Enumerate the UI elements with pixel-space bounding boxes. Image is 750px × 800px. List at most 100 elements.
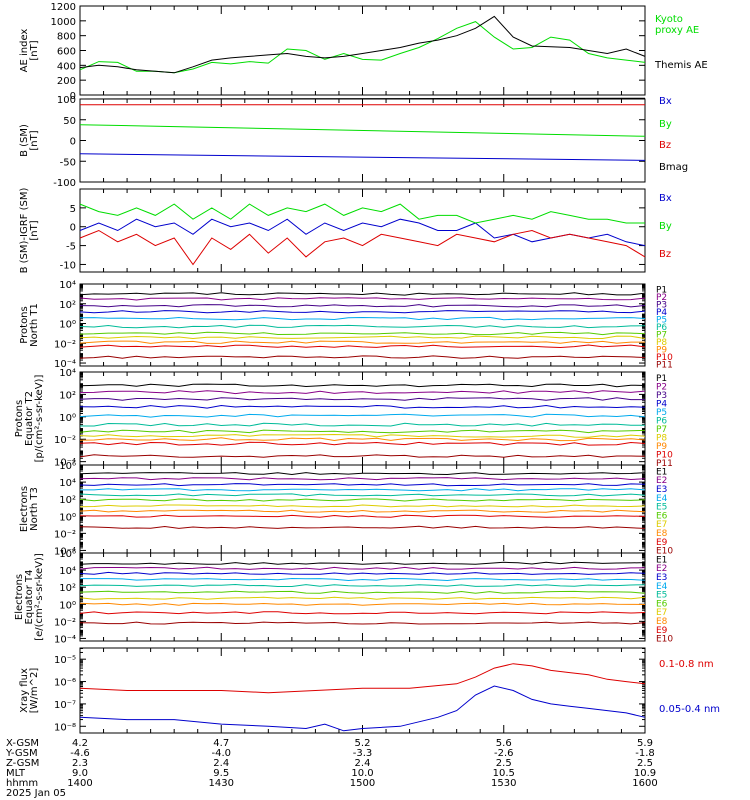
x-axis-row-value: 9.0	[72, 768, 88, 779]
x-axis-row-name: hhmm	[6, 778, 38, 789]
y-tick-label: 10⁻⁴	[54, 359, 76, 370]
y-tick-label: 10⁻⁴	[54, 458, 76, 469]
legend-entry: E7	[656, 608, 667, 618]
x-axis-row-value: 9.5	[213, 768, 229, 779]
x-axis-row-value: 4.2	[72, 738, 88, 749]
y-axis-label: B (SM)[nT]	[19, 124, 40, 157]
legend-entry: Bz	[659, 249, 671, 260]
y-axis-label: AE index[nT]	[19, 29, 40, 73]
x-axis-row-value: 2.5	[496, 758, 512, 769]
legend-entry: E6	[656, 511, 668, 521]
series-line-p8	[79, 335, 646, 340]
y-tick-label: 5	[70, 204, 76, 215]
x-axis-row-value: -3.3	[353, 748, 373, 759]
legend-entry: P3	[656, 301, 667, 311]
series-line-e1	[79, 472, 646, 476]
series-line-e3	[79, 483, 646, 487]
y-tick-label: 10⁻²	[54, 339, 76, 350]
panel-ae: 0 200 400 600 800 1000 1200 AE index[nT] Kyoto pr…	[19, 2, 708, 102]
x-axis-row-name: Y-GSM	[5, 748, 38, 759]
x-axis-row-value: -1.8	[635, 748, 655, 759]
y-tick-label: 10⁰	[59, 320, 76, 331]
y-tick-label: 10⁻⁶	[54, 678, 76, 689]
panel-frame	[79, 283, 646, 367]
legend-entry: 0.05-0.4 nm	[659, 704, 720, 715]
y-tick-label: 10⁻²	[54, 435, 76, 446]
legend-entry: E9	[656, 626, 668, 636]
series-line-themis-ae	[79, 15, 646, 74]
series-line-e9	[79, 514, 646, 518]
y-tick-label: 200	[57, 76, 76, 87]
x-axis-row-value: 5.9	[637, 738, 653, 749]
y-tick-label: -50	[60, 157, 76, 168]
series-line-p6	[79, 324, 646, 329]
y-tick-label: 1200	[51, 2, 76, 13]
y-tick-label: 800	[57, 32, 76, 43]
legend-entry: E6	[656, 599, 668, 609]
panel-frame	[79, 188, 646, 273]
y-tick-label: 10²	[59, 495, 76, 506]
series-line-bz	[79, 229, 646, 266]
y-axis-label: ProtonsEquator T2[p/(cm²-s-sr-keV)]	[14, 375, 45, 463]
series-line-p9	[79, 340, 645, 344]
y-tick-label: 10⁴	[59, 368, 76, 379]
legend-entry: Bx	[659, 193, 672, 204]
legend-entry: E4	[656, 582, 668, 592]
legend-entry: P7	[656, 330, 667, 340]
series-line-p1	[79, 383, 646, 388]
series-line-p2	[79, 297, 646, 301]
series-line-e5	[79, 493, 646, 497]
y-tick-label: 400	[57, 61, 76, 72]
series-line-p2	[79, 390, 646, 395]
series-line-e10	[79, 525, 646, 529]
x-axis-row-value: 2.4	[355, 758, 371, 769]
y-tick-label: 10⁻²	[54, 529, 76, 540]
panel-dbsm: -10 -5 0 5 B (SM)-IGRF (SM)[nT] Bx By Bz	[19, 188, 672, 274]
x-axis-row-value: -4.0	[211, 748, 231, 759]
legend-entry: P8	[656, 338, 667, 348]
series-line-bmag	[79, 97, 646, 100]
series-line-p8	[79, 433, 646, 438]
panel-p_north: 10⁻⁴ 10⁻² 10⁰ 10² 10⁴ ProtonsNorth T1 P1P2P3P4…	[19, 280, 673, 370]
legend-entry: P10	[656, 450, 673, 460]
x-axis-row-name: X-GSM	[6, 738, 39, 749]
x-axis-row-value: 10.5	[493, 768, 515, 779]
legend-entry: P9	[656, 345, 667, 355]
y-tick-label: 10²	[59, 390, 76, 401]
series-line-p1	[79, 292, 646, 296]
series-line-p11	[79, 454, 646, 458]
y-tick-label: 10⁰	[59, 512, 76, 523]
x-axis-row-value: 4.7	[213, 738, 229, 749]
date-label: 2025 Jan 05	[6, 788, 66, 799]
y-tick-label: 50	[63, 116, 76, 127]
y-axis-label: ElectronsEquator T4[e/(cm²-s-sr-keV)]	[14, 553, 45, 641]
series-line-p5	[79, 316, 646, 321]
y-tick-label: 10⁶	[59, 461, 76, 472]
y-tick-label: 600	[57, 47, 76, 58]
y-axis-label: Xray flux[W/m^2]	[19, 668, 40, 714]
series-line-by	[79, 203, 645, 224]
y-tick-label: 10⁻⁴	[54, 634, 76, 645]
panel-e_equator: 10⁻⁴ 10⁻² 10⁰ 10² 10⁴ 10⁶ ElectronsEquator T4[…	[14, 549, 673, 645]
panel-p_equator: 10⁻⁴ 10⁻² 10⁰ 10² 10⁴ ProtonsEquator T2[p/(cm…	[14, 368, 673, 469]
legend-entry: E9	[656, 538, 668, 548]
series-line-e8	[79, 602, 646, 606]
y-tick-label: 1000	[51, 17, 76, 28]
x-axis-annotation: X-GSM 4.2 4.7 5.2 5.6 5.9 Y-GSM -4.6 -4.0 -3.3 -2.…	[5, 738, 658, 799]
legend-entry: E8	[656, 617, 668, 627]
legend-entry: P4	[656, 400, 667, 410]
x-axis-row-name: Z-GSM	[6, 758, 39, 769]
legend-entry: E1	[656, 555, 667, 565]
series-line-p6	[80, 422, 646, 427]
panel-xray: 10⁻⁸ 10⁻⁷ 10⁻⁶ 10⁻⁵ Xray flux[W/m^2] 0.1-0.8 …	[19, 647, 720, 734]
x-axis-row-value: -4.6	[70, 748, 90, 759]
x-axis-row-value: 1600	[632, 778, 657, 789]
legend-entry: E7	[656, 520, 667, 530]
legend-entry: P1	[656, 374, 667, 384]
legend-entry: Bz	[659, 140, 671, 151]
legend-entry: E1	[656, 467, 667, 477]
y-axis-label: B (SM)-IGRF (SM)[nT]	[19, 188, 40, 274]
series-line-p5	[79, 413, 646, 418]
series-line-e10	[79, 621, 646, 625]
